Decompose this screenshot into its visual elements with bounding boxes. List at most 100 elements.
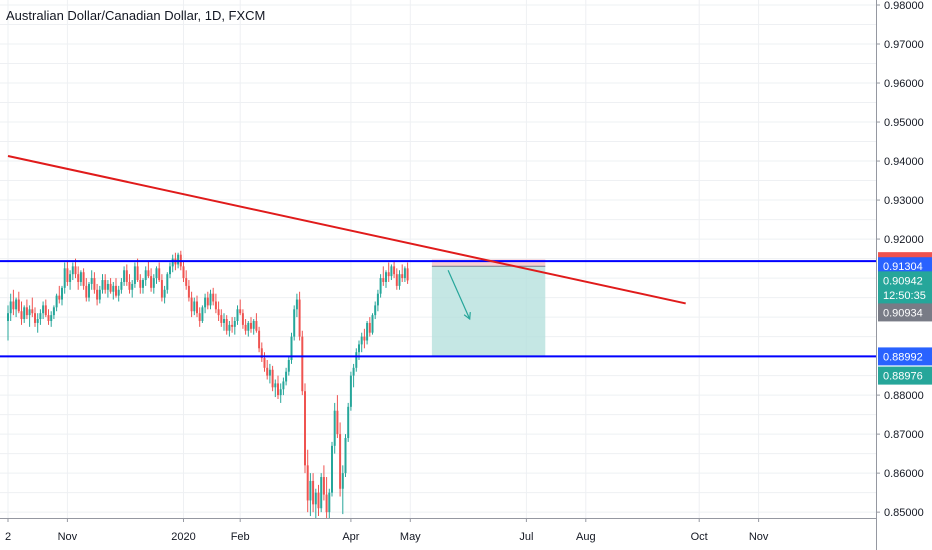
candle-body [133, 266, 136, 284]
candle-body [79, 272, 82, 282]
candle-body [34, 313, 36, 323]
candle-body [17, 299, 20, 312]
price-tick-label: 0.86000 [884, 468, 924, 480]
price-tick-label: 0.85000 [884, 507, 924, 519]
candle-body [371, 315, 374, 333]
candle-body [274, 383, 277, 388]
candle-body [366, 322, 369, 341]
candle-body [271, 369, 274, 388]
candle-body [241, 313, 244, 325]
candle-body [52, 307, 55, 316]
candle-body [74, 266, 77, 275]
candle-body [117, 289, 120, 296]
price-tag-bg [878, 366, 932, 385]
candle-body [360, 336, 363, 345]
candle-body [287, 360, 290, 372]
candle-body [260, 348, 263, 359]
candle-body [387, 272, 390, 277]
price-axis[interactable]: 0.98000 0.97000 0.96000 0.95000 0.94000 0.930… [876, 0, 932, 550]
candle-body [106, 283, 109, 290]
time-tick-label: Nov [749, 531, 769, 543]
candle-body [44, 305, 47, 316]
price-tag-bg [878, 303, 932, 322]
time-tick-label: Aug [576, 531, 596, 543]
candle-body [390, 266, 393, 277]
candle-body [163, 289, 166, 298]
candle-body [301, 336, 304, 392]
price-tick-label: 0.95000 [884, 117, 924, 129]
price-tag-label: 0.90942 [883, 275, 923, 287]
candle-body [85, 285, 88, 298]
price-tick-label: 0.93000 [884, 195, 924, 207]
candle-body [236, 309, 239, 321]
candle-body [144, 270, 147, 281]
candle-body [376, 293, 379, 306]
candle-body [258, 330, 261, 349]
candle-body [293, 309, 296, 337]
candle-body [77, 274, 80, 282]
candle-body [398, 274, 401, 286]
price-tag-label: 0.88992 [883, 351, 923, 363]
candle-body [166, 274, 169, 290]
time-tick-label: Feb [231, 531, 250, 543]
time-axis[interactable]: 2 Nov 2020 Feb Apr May Jul Aug Oct Nov [0, 518, 876, 550]
time-tick-label: Oct [691, 531, 708, 543]
candle-body [131, 283, 134, 290]
candle-body [158, 268, 161, 281]
candle-body [96, 289, 99, 300]
price-tick-label: 0.92000 [884, 234, 924, 246]
candle-body [98, 289, 101, 300]
candle-body [120, 281, 123, 290]
position-tool[interactable] [431, 259, 546, 357]
price-tick-label: 0.96000 [884, 78, 924, 90]
candle-body [139, 280, 142, 288]
candle-body [325, 494, 328, 513]
candle-body [185, 278, 188, 286]
candle-body [31, 309, 34, 314]
price-tag-label: 0.88976 [883, 371, 923, 383]
candle-body [152, 278, 155, 288]
candle-body [55, 295, 58, 308]
candle-body [206, 297, 209, 306]
candle-body [187, 285, 190, 298]
candle-body [290, 336, 293, 361]
price-tick-label: 0.88000 [884, 390, 924, 402]
candle-body [347, 406, 350, 439]
price-tag-bg [878, 271, 932, 290]
candle-body [36, 319, 39, 323]
candle-body [352, 367, 355, 376]
price-tag-label: 0.90934 [883, 307, 923, 319]
candle-body [239, 309, 242, 314]
candle-body [109, 283, 112, 292]
candle-body [69, 274, 72, 282]
arrow-head [463, 312, 471, 321]
candle-body [104, 280, 107, 290]
candle-body [12, 301, 15, 310]
candle-body [71, 266, 74, 275]
candle-body [15, 299, 18, 310]
candle-body [244, 324, 247, 331]
candle-body [368, 322, 371, 333]
candle-body [61, 287, 63, 300]
candle-body [150, 276, 153, 288]
candle-body [220, 315, 223, 323]
candle-body [128, 281, 131, 290]
grid [0, 0, 876, 518]
candle-body [385, 272, 387, 282]
candle-body [406, 268, 409, 281]
price-tick-label: 0.94000 [884, 156, 924, 168]
drawings[interactable] [0, 154, 876, 358]
candle-body [358, 344, 360, 353]
candle-body [306, 465, 309, 501]
time-tick-label: May [400, 531, 421, 543]
candle-body [285, 371, 288, 382]
candle-body [20, 311, 23, 320]
candle-body [101, 280, 104, 290]
candle-body [28, 309, 31, 316]
candle-body [333, 410, 336, 446]
time-tick-label: Apr [342, 531, 359, 543]
candle-body [196, 301, 198, 314]
time-tick-label: 2020 [171, 531, 195, 543]
candle-body [193, 301, 196, 312]
